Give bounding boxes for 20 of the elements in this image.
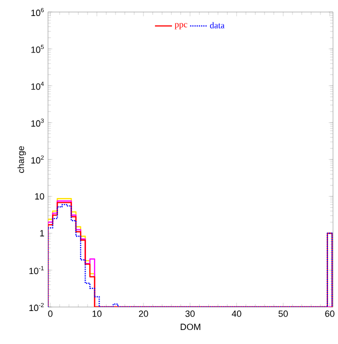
y-tick-label: 10$^{3}$ <box>31 118 44 127</box>
x-tick-label: 40 <box>232 310 242 317</box>
x-tick-label: 60 <box>325 310 334 317</box>
y-tick-label: 10$^{6}$ <box>31 8 44 16</box>
y-tick-label: 10$^{-2}$ <box>29 302 44 312</box>
y-tick-label: 10$^{4}$ <box>31 82 44 90</box>
legend-label: data <box>210 22 225 28</box>
x-axis-title: DOM <box>180 324 200 330</box>
x-tick-label: 30 <box>185 310 195 317</box>
legend-label: ppc <box>174 23 188 30</box>
x-tick-label: 10 <box>92 310 102 317</box>
y-axis-title: charge <box>17 146 26 173</box>
y-tick-label: 10$^{5}$ <box>31 44 44 53</box>
x-tick-label: 50 <box>278 310 288 317</box>
y-tick-label: 10$^{2}$ <box>31 155 44 164</box>
x-tick-label: 0 <box>48 310 52 317</box>
y-tick-label: 10 <box>35 193 44 200</box>
y-tick-label: 1 <box>40 230 44 236</box>
x-tick-label: 20 <box>138 310 148 317</box>
y-tick-label: 10$^{-1}$ <box>29 266 44 274</box>
